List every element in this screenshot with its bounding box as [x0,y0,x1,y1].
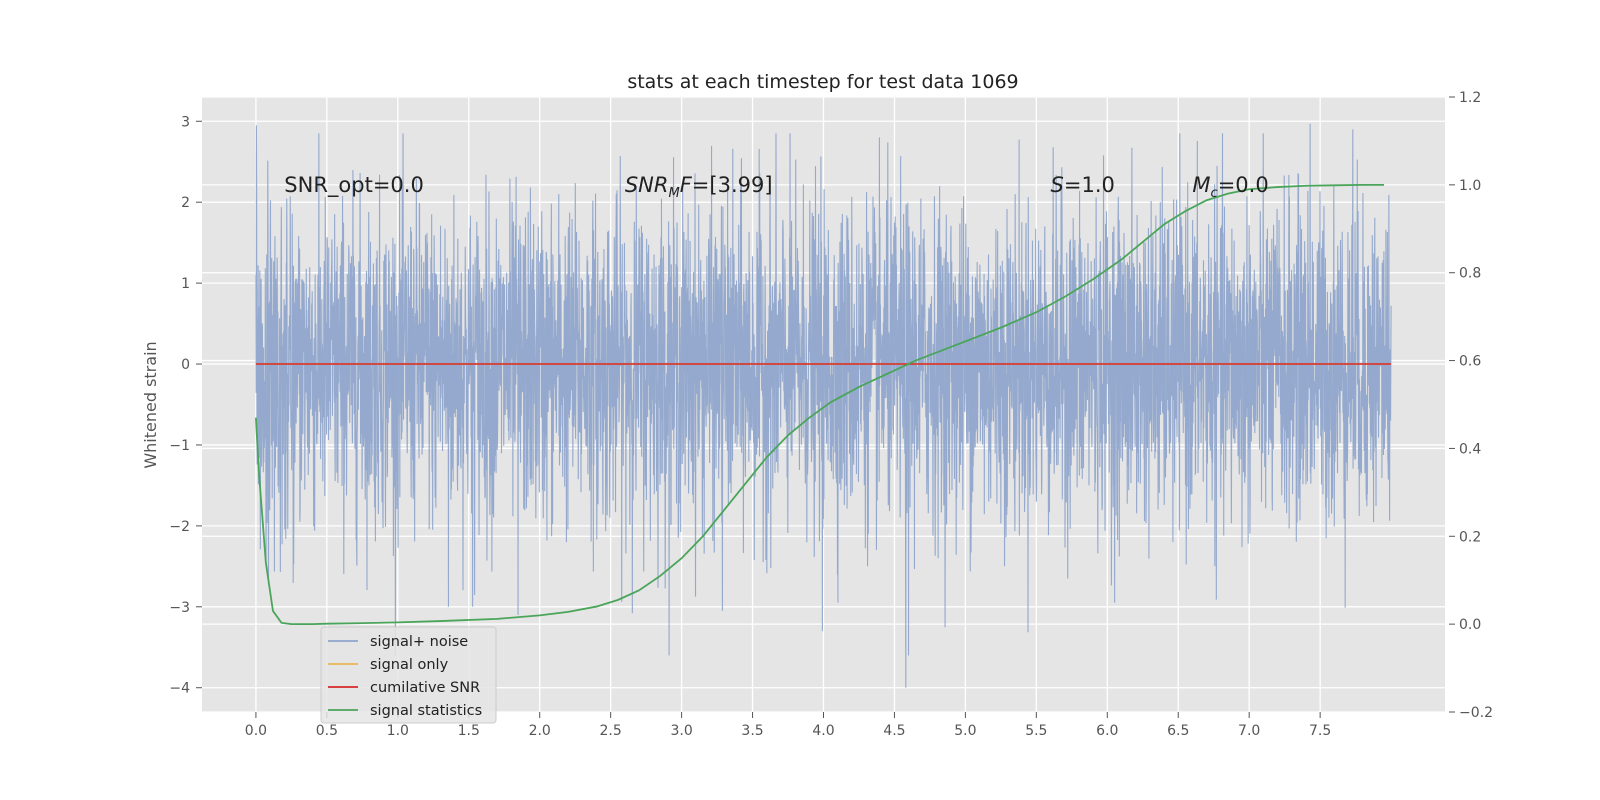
series-signal-statistics-line [255,183,1384,626]
legend-label-signal-noise: signal+ noise [370,634,468,650]
series-layer [255,123,1392,688]
annotation-layer: SNR_opt=0.0 SNRMF=[3.99] S=1.0 Mc=0.0 [284,173,1268,201]
annotation-subscript: c [1211,186,1218,201]
x-tick-label: 4.5 [883,723,905,739]
legend-box [320,626,497,724]
annotation: SNR_opt=0.0 [284,173,424,198]
legend-label-cumilative-snr: cumilative SNR [370,680,480,696]
y-tick-label: −2 [169,519,190,535]
x-tick-label: 7.0 [1238,723,1260,739]
annotation: SNRMF=[3.99] [625,173,773,201]
x-tick-label: 0.5 [316,723,338,739]
y2-tick-label: 1.2 [1459,90,1481,106]
annotation-part: S [1051,173,1064,197]
x-tick-label: 1.5 [458,723,480,739]
y-tick-label: 2 [181,195,190,211]
y-tick-label: −3 [169,600,190,616]
annotation: Mc=0.0 [1192,173,1268,201]
y2-tick-label: 0.6 [1459,354,1481,370]
annotation-part: SNR [625,173,669,197]
annotation-part: M [1192,173,1210,197]
x-tick-label: 3.0 [670,723,692,739]
annotation-subscript: M [668,186,679,201]
y2-tick-label: −0.2 [1459,705,1493,721]
y-tick-label: 3 [181,114,190,130]
y-tick-label: −4 [169,681,190,697]
chart-title: stats at each timestep for test data 106… [627,71,1018,93]
annotation-part: =0.0 [1218,173,1269,197]
x-tick-label: 6.5 [1167,723,1189,739]
x-tick-label: 3.5 [741,723,763,739]
annotation-part: =1.0 [1064,173,1115,197]
y2-axis: 1.2 1.0 0.8 0.6 0.4 0.2 0.0 −0.2 [1449,90,1493,721]
x-tick-label: 2.0 [529,723,551,739]
x-tick-label: 4.0 [812,723,834,739]
x-axis: 0.0 0.5 1.0 1.5 2.0 2.5 3.0 3.5 4.0 4.5 5.0 5.5 6.0 6… [245,712,1331,739]
legend: signal+ noise signal only cumilative SNR si… [320,626,497,724]
y2-tick-label: 1.0 [1459,178,1481,194]
y2-tick-label: 0.4 [1459,441,1481,457]
x-tick-label: 0.0 [245,723,267,739]
x-tick-label: 5.0 [954,723,976,739]
y2-tick-label: 0.8 [1459,266,1481,282]
y-tick-label: −1 [169,438,190,454]
legend-label-signal-statistics: signal statistics [370,703,482,719]
x-tick-label: 1.0 [387,723,409,739]
y-axis: 3 2 1 0 −1 −2 −3 −4 [169,114,202,697]
annotation: S=1.0 [1051,173,1115,197]
y-tick-label: 1 [181,276,190,292]
x-tick-label: 6.0 [1096,723,1118,739]
y-tick-label: 0 [181,357,190,373]
y2-tick-label: 0.2 [1459,529,1481,545]
x-tick-label: 2.5 [600,723,622,739]
x-tick-label: 7.5 [1309,723,1331,739]
x-tick-label: 5.5 [1025,723,1047,739]
y-axis-label: Whitened strain [141,341,160,468]
annotation-part: =[3.99] [692,173,773,197]
y2-tick-label: 0.0 [1459,617,1481,633]
annotation-part: F [680,173,693,197]
legend-label-signal-only: signal only [370,657,449,673]
